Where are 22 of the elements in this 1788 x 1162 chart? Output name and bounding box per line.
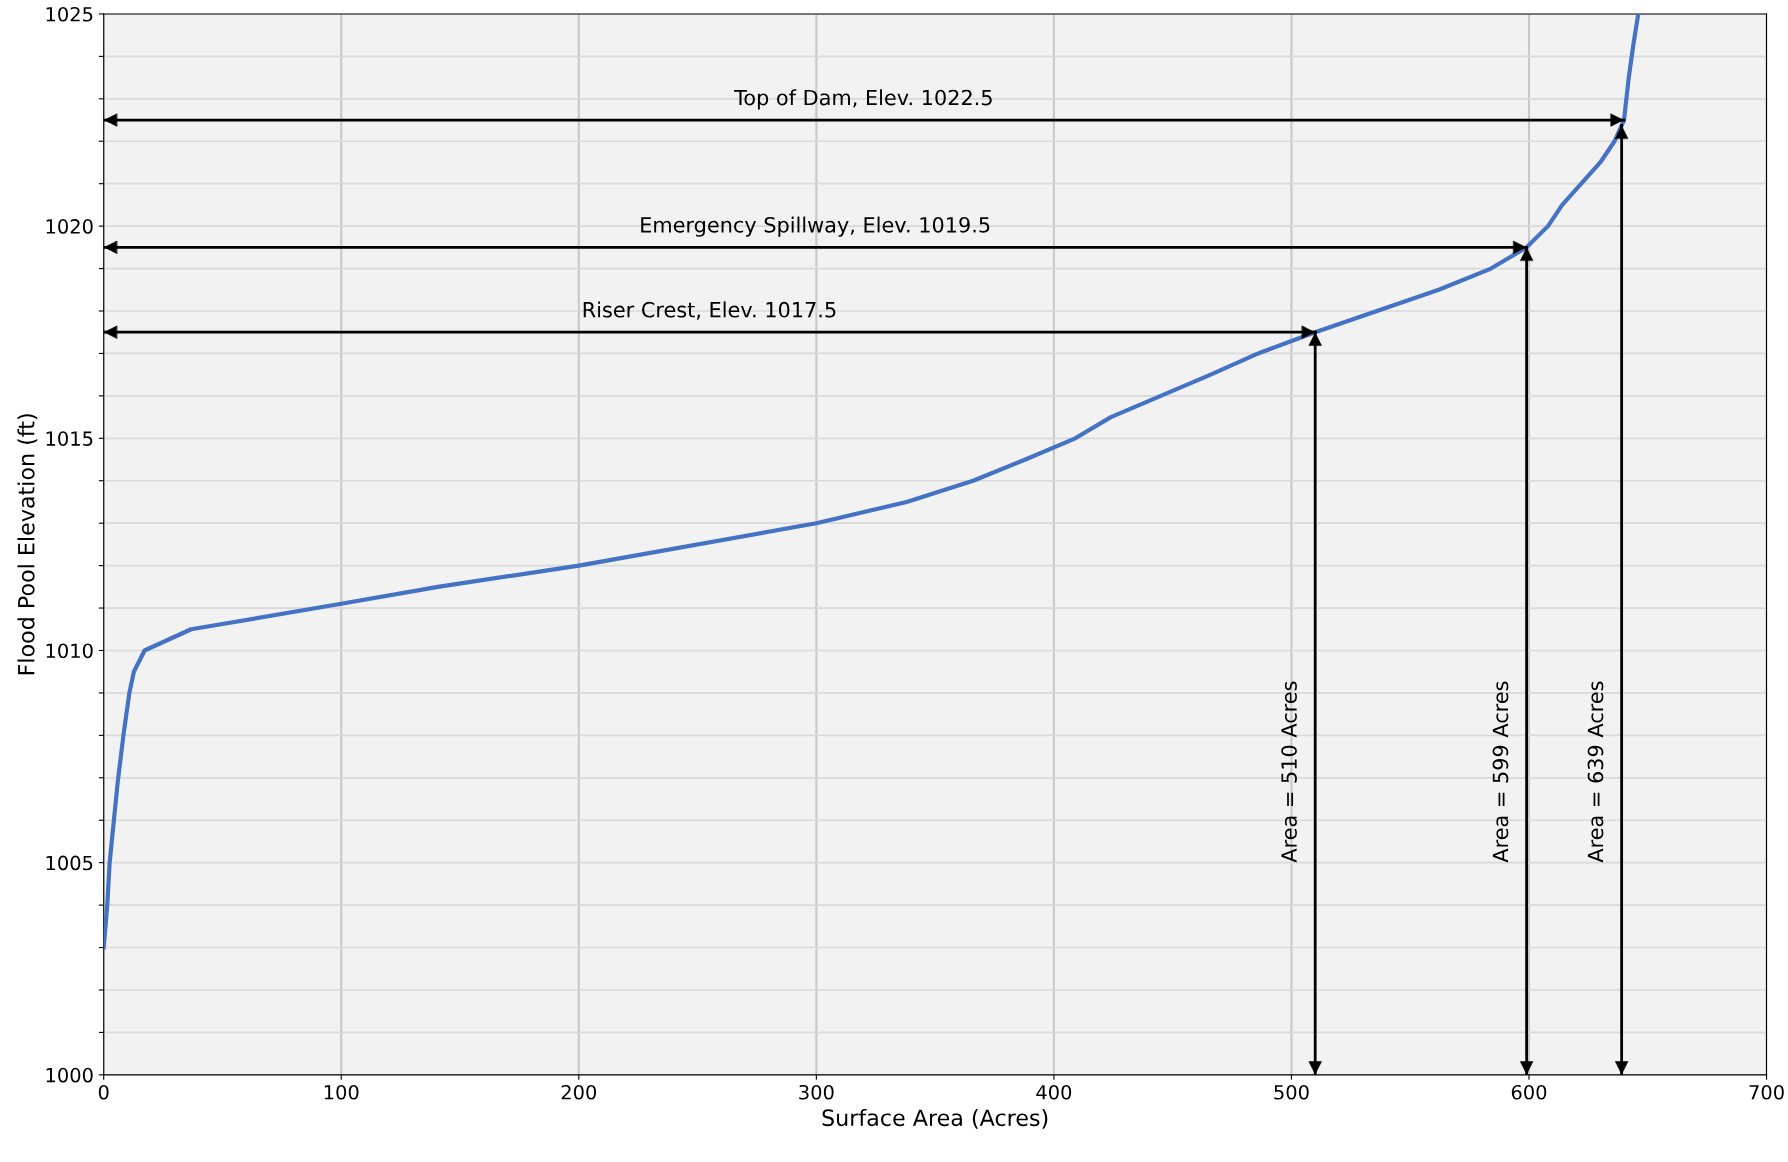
- x-tick-label: 300: [799, 1084, 834, 1100]
- ref-line-label: Emergency Spillway, Elev. 1019.5: [641, 216, 990, 237]
- y-tick-label: 1025: [46, 6, 93, 22]
- x-tick-label: 700: [1749, 1084, 1784, 1100]
- y-tick-label: 1020: [46, 219, 93, 234]
- ref-line-label: Area = 510 Acres: [1281, 681, 1297, 863]
- y-axis-title: Flood Pool Elevation (ft): [17, 414, 38, 675]
- x-tick-label: 600: [1511, 1084, 1547, 1100]
- y-tick-label: 1010: [46, 643, 93, 659]
- x-tick-label: 200: [561, 1084, 597, 1100]
- ref-line-label: Area = 599 Acres: [1492, 681, 1509, 863]
- y-tick-label: 1005: [46, 855, 93, 871]
- x-tick-label: 400: [1036, 1084, 1072, 1100]
- y-tick-label: 1015: [46, 431, 93, 446]
- y-tick-label: 1000: [46, 1067, 93, 1083]
- x-tick-label: 500: [1274, 1084, 1309, 1100]
- x-tick-label: 100: [324, 1084, 359, 1100]
- ref-line-label: Top of Dam, Elev. 1022.5: [734, 89, 992, 110]
- ref-line-label: Area = 639 Acres: [1587, 681, 1604, 863]
- x-tick-label: 0: [98, 1084, 109, 1100]
- x-axis-title: Surface Area (Acres): [822, 1108, 1048, 1129]
- ref-line-label: Riser Crest, Elev. 1017.5: [583, 301, 836, 320]
